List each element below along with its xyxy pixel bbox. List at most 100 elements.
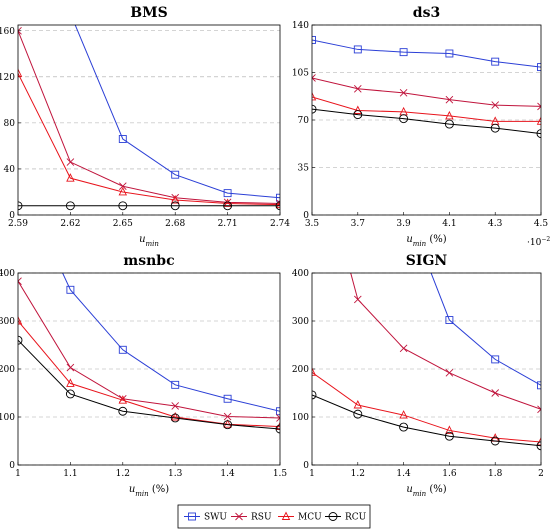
marker-x [537,102,541,111]
x-tick-label: 1.3 [168,469,183,479]
chart-title: SIGN [406,253,448,269]
series-line [312,394,541,447]
marker-x [223,412,232,421]
legend-box [177,504,371,529]
x-tick-label: 2 [538,469,544,479]
marker-x [399,344,408,353]
marker-circle [275,201,280,211]
x-axis-label: umin (%) [129,484,169,498]
y-tick-label: 70 [298,116,310,126]
plot [312,199,541,451]
x-axis-label-part: u [129,484,135,495]
x-axis-label: umin (%) [406,484,446,498]
y-tick-label: 40 [4,165,16,175]
marker-x [399,89,408,97]
marker-triangle [170,195,180,204]
marker-circle [444,119,454,129]
x-tick-label: 2.74 [270,219,290,229]
x-tick-label: 4.3 [488,219,503,229]
series-line [18,73,280,206]
marker-triangle [66,378,75,387]
marker-circle [312,104,317,114]
series-line [18,320,280,428]
marker-circle [65,389,75,399]
marker-square [118,345,127,354]
x-axis-label: umin (%) [406,234,446,248]
marker-square [537,381,541,390]
marker-triangle [170,411,180,421]
series-line [74,25,280,199]
plot-frame [17,272,281,466]
marker-triangle [353,399,363,409]
marker-circle [490,436,500,446]
marker-triangle [353,105,363,114]
y-tick-label: 160 [0,27,15,37]
marker-triangle [281,511,291,520]
x-tick-label: 4.5 [534,219,549,229]
x-axis-label-part: (%) [426,484,447,495]
marker-square [223,189,232,198]
y-tick-label: 140 [292,21,309,31]
x-axis-label-part: min [135,490,149,498]
marker-circle [399,114,409,124]
marker-x [537,405,541,414]
x-tick-label: 2.65 [113,219,133,229]
marker-square [491,57,500,66]
y-tick-label: 100 [292,413,309,423]
marker-circle [536,441,541,451]
x-axis-label: umin [139,234,159,248]
marker-x [118,182,127,191]
marker-x [353,84,362,93]
x-axis-label-part: (%) [149,484,170,495]
series-line [312,39,541,68]
x-axis-label-part: u [406,484,412,495]
marker-square [400,199,407,206]
x-tick-label: 1.4 [220,469,235,479]
plot [312,35,541,139]
marker-x [171,402,180,410]
marker-triangle [18,315,23,325]
marker-circle [223,201,233,211]
marker-square [276,407,280,416]
plot-frame [311,24,542,216]
y-tick-label: 0 [303,211,309,221]
marker-x [491,389,500,397]
marker-square [312,35,316,44]
marker-circle [328,512,338,521]
marker-square [399,48,408,57]
plot-frame [17,24,281,216]
marker-x [66,363,75,372]
marker-square [491,355,500,364]
x-tick-label: 2.62 [60,219,80,229]
x-tick-label: 1 [15,469,21,479]
marker-triangle [223,198,232,207]
x-tick-label: 4.1 [442,219,456,229]
x-tick-label: 1.4 [396,469,411,479]
x-tick-label: 1.8 [488,469,503,479]
marker-triangle [312,367,317,376]
marker-circle [312,390,317,400]
series-line [312,108,541,135]
series-line [62,273,280,412]
x-tick-label: 2.68 [165,219,185,229]
marker-square [276,193,280,202]
marker-x [235,512,243,521]
marker-triangle [536,116,541,125]
x-tick-label: 1.2 [116,469,130,479]
marker-x [353,295,362,304]
legend-label: SWU [204,513,227,523]
marker-circle [170,413,180,423]
marker-square [118,135,127,143]
marker-x [18,277,22,285]
marker-triangle [275,199,280,209]
series-line [18,280,280,419]
marker-triangle [312,91,317,101]
marker-circle [223,420,233,430]
marker-circle [536,129,541,139]
series-line [312,77,541,107]
marker-triangle [118,395,128,404]
x-multiplier-exp: −2 [541,236,550,243]
marker-circle [18,335,23,345]
x-multiplier-base: ·10 [527,238,542,248]
y-tick-label: 0 [303,461,309,471]
